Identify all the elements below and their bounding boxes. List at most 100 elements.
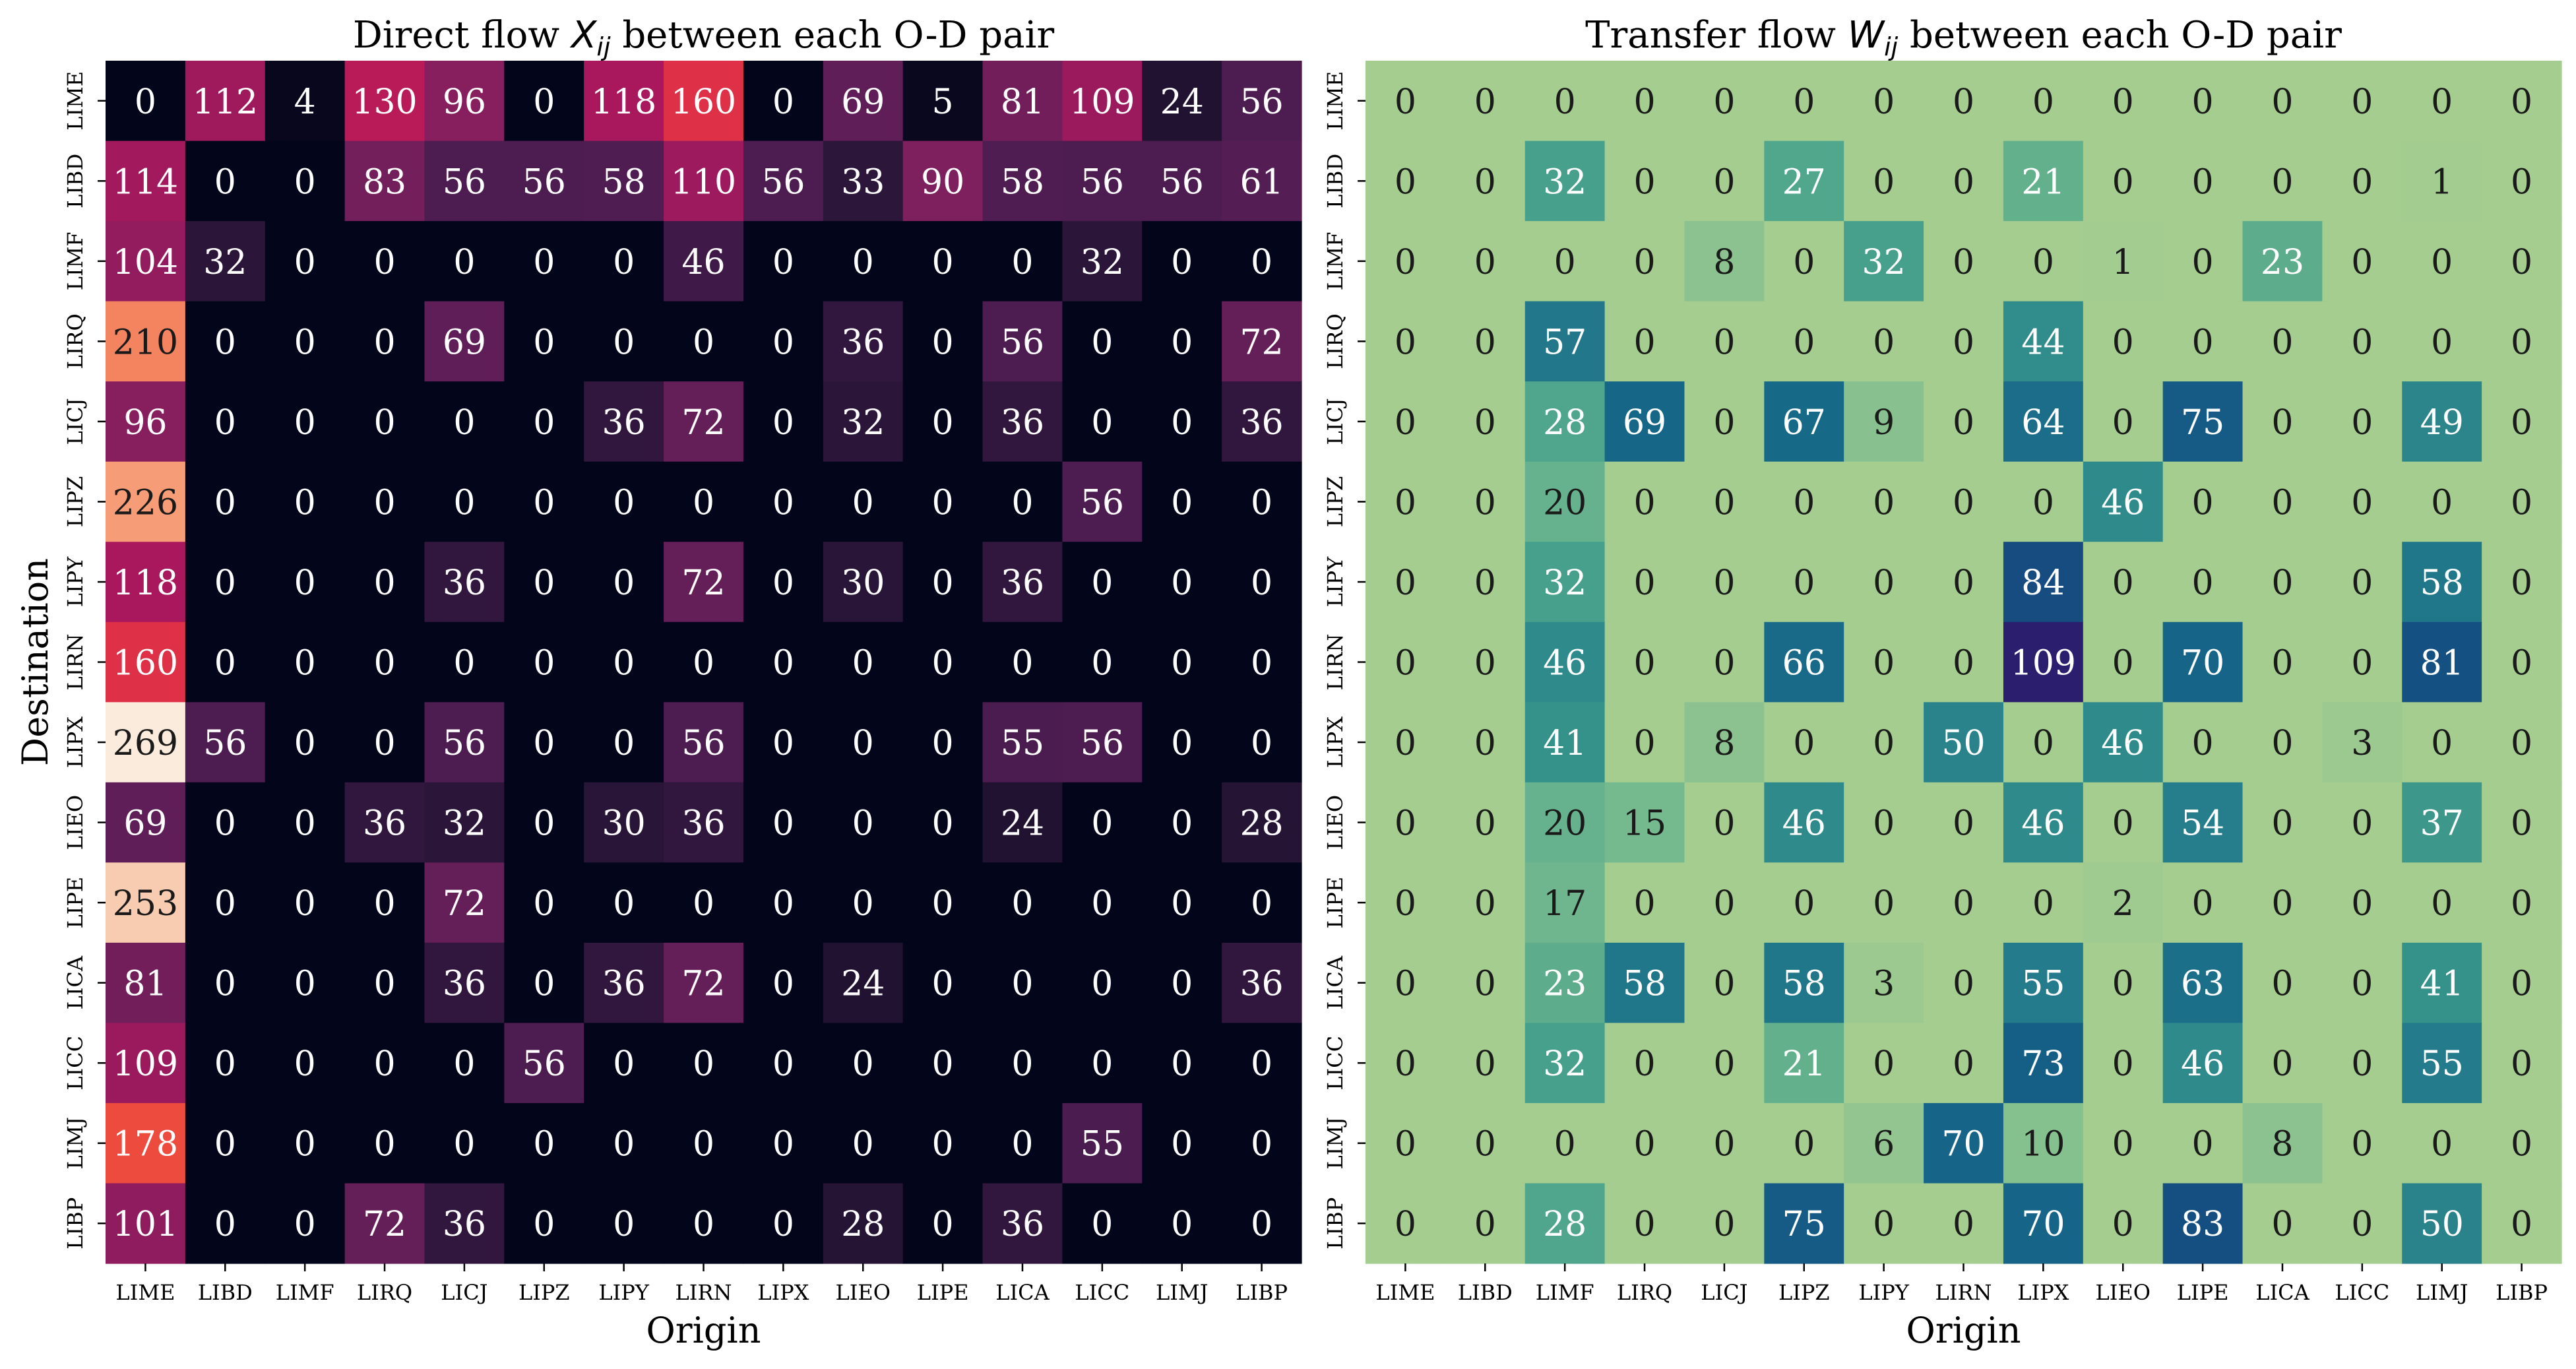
heatmap-cell [1445, 621, 1526, 703]
cell-value-label: 0 [693, 1044, 714, 1084]
heatmap-cell [1142, 702, 1222, 783]
cell-value-label: 56 [1081, 483, 1124, 523]
heatmap-cell [1062, 702, 1143, 783]
heatmap-cell [664, 702, 744, 783]
cell-value-label: 5 [932, 82, 954, 122]
heatmap-cell [185, 1102, 266, 1184]
heatmap-cell [2322, 1023, 2403, 1104]
cell-value-label: 0 [1713, 403, 1735, 443]
cell-value-label: 0 [1633, 724, 1655, 763]
heatmap-cell [1604, 621, 1685, 703]
cell-value-label: 160 [113, 644, 178, 684]
heatmap-cell [1222, 1183, 1302, 1264]
y-tick-label: LIEO [63, 795, 88, 850]
heatmap-cell [1684, 542, 1765, 623]
heatmap-cell [1844, 301, 1924, 382]
cell-value-label: 0 [1171, 403, 1193, 443]
heatmap-cell [2162, 381, 2244, 462]
heatmap-cell [2322, 61, 2403, 142]
cell-value-label: 1 [2431, 162, 2453, 202]
cell-value-label: 0 [2112, 563, 2134, 603]
heatmap-cell [1764, 221, 1844, 302]
x-tick-label: LICJ [1701, 1280, 1747, 1305]
x-tick-label: LIPY [1858, 1280, 1909, 1305]
heatmap-cell [743, 542, 824, 623]
cell-value-label: 0 [214, 403, 236, 443]
cell-value-label: 0 [932, 323, 954, 362]
heatmap-cell [743, 862, 824, 943]
heatmap-cell [1844, 782, 1924, 863]
heatmap-cell [2322, 942, 2403, 1023]
cell-value-label: 0 [294, 965, 316, 1004]
cell-value-label: 72 [363, 1205, 406, 1244]
heatmap-cell [1844, 862, 1924, 943]
y-tick-label: LICC [63, 1036, 88, 1091]
cell-value-label: 0 [693, 483, 714, 523]
heatmap-cell [584, 942, 664, 1023]
cell-value-label: 0 [533, 323, 555, 362]
heatmap-cell [823, 461, 904, 542]
cell-value-label: 0 [294, 563, 316, 603]
heatmap-cell [2083, 141, 2164, 222]
heatmap-cell [424, 621, 505, 703]
y-tick-label: LIBD [1323, 154, 1348, 208]
cell-value-label: 24 [1160, 82, 1204, 122]
heatmap-cell [1924, 141, 2004, 222]
heatmap-cell [664, 782, 744, 863]
heatmap-cell [185, 782, 266, 863]
cell-value-label: 0 [1171, 644, 1193, 684]
cell-value-label: 0 [852, 884, 874, 924]
heatmap-cell [1764, 542, 1844, 623]
heatmap-cell [424, 1023, 505, 1104]
cell-value-label: 0 [373, 884, 395, 924]
heatmap-cell [743, 782, 824, 863]
cell-value-label: 0 [1171, 1125, 1193, 1164]
cell-value-label: 0 [932, 483, 954, 523]
heatmap-cell [1684, 221, 1765, 302]
heatmap-cell [1684, 702, 1765, 783]
cell-value-label: 0 [2351, 403, 2373, 443]
heatmap-cell [1222, 542, 1302, 623]
cell-value-label: 0 [1395, 483, 1416, 523]
cell-value-label: 0 [613, 1125, 635, 1164]
heatmap-cell [743, 301, 824, 382]
cell-value-label: 0 [772, 724, 794, 763]
heatmap-cell [1222, 1102, 1302, 1184]
y-tick-label: LIBP [1323, 1197, 1348, 1250]
cell-value-label: 0 [613, 644, 635, 684]
x-tick-label: LIPX [2017, 1280, 2069, 1305]
cell-value-label: 0 [1713, 162, 1735, 202]
heatmap-cell [2322, 782, 2403, 863]
cell-value-label: 0 [852, 243, 874, 282]
cell-value-label: 0 [1171, 804, 1193, 844]
cell-value-label: 0 [214, 1044, 236, 1084]
heatmap-cell [982, 542, 1063, 623]
heatmap-cell [106, 461, 186, 542]
cell-value-label: 36 [443, 965, 486, 1004]
heatmap-cell [1445, 61, 1526, 142]
heatmap-cell [1366, 301, 1446, 382]
cell-value-label: 72 [443, 884, 486, 924]
cell-value-label: 0 [2511, 323, 2532, 362]
cell-value-label: 0 [772, 1044, 794, 1084]
heatmap-cell [1684, 381, 1765, 462]
heatmap-cell [2083, 942, 2164, 1023]
heatmap-cell [902, 942, 984, 1023]
cell-value-label: 36 [443, 1205, 486, 1244]
cell-value-label: 46 [2101, 724, 2145, 763]
heatmap-cell [2083, 702, 2164, 783]
cell-value-label: 0 [2032, 82, 2054, 122]
cell-value-label: 109 [113, 1044, 178, 1084]
heatmap-cell [2482, 301, 2562, 382]
heatmap-cell [1844, 141, 1924, 222]
heatmap-cell [2242, 621, 2323, 703]
cell-value-label: 0 [1713, 1125, 1735, 1164]
heatmap-cell [1524, 1023, 1606, 1104]
cell-value-label: 72 [1240, 323, 1283, 362]
cell-value-label: 36 [841, 323, 885, 362]
cell-value-label: 0 [1873, 1205, 1895, 1244]
cell-value-label: 0 [373, 1044, 395, 1084]
heatmap-cell [2242, 61, 2323, 142]
heatmap-cell [1684, 942, 1765, 1023]
heatmap-cell [1062, 1183, 1143, 1264]
